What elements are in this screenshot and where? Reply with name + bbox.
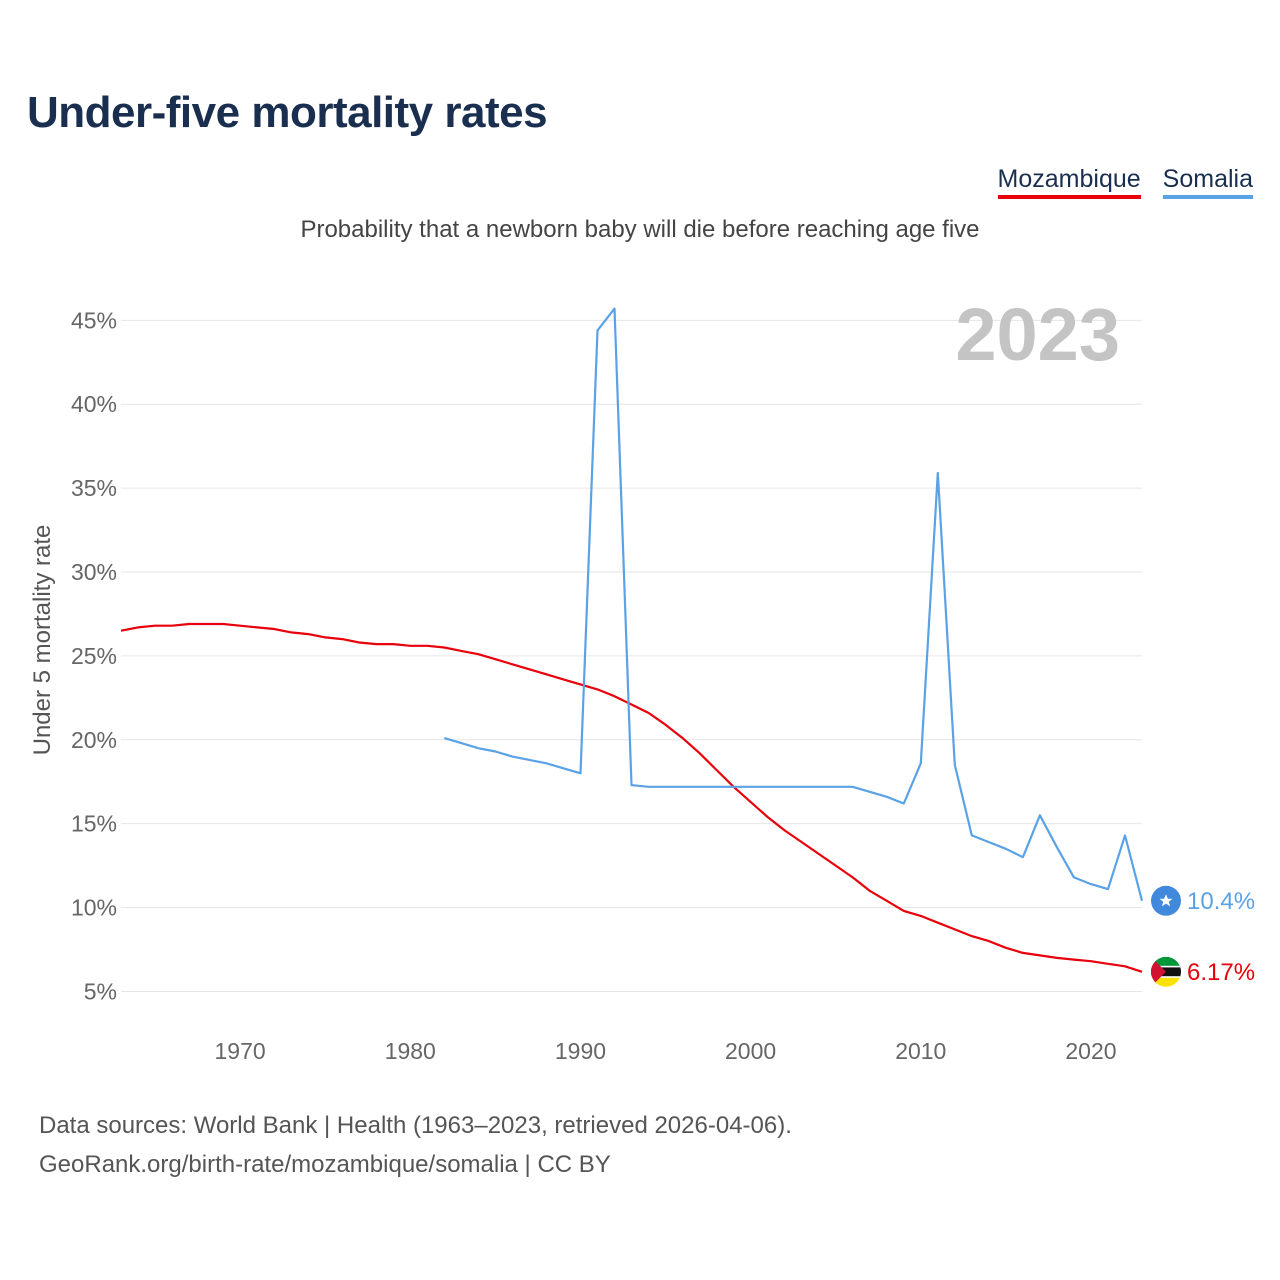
legend-item-mozambique[interactable]: Mozambique	[997, 165, 1141, 199]
x-tick-label: 2000	[725, 1038, 776, 1064]
series-lines	[120, 307, 1144, 973]
y-tick-label: 35%	[71, 475, 117, 501]
y-tick-label: 25%	[71, 643, 117, 669]
y-tick-label: 40%	[71, 391, 117, 417]
x-tick-label: 1980	[385, 1038, 436, 1064]
end-value-label-somalia: 10.4%	[1187, 888, 1255, 915]
series-end-markers: 6.17% 10.4%	[1151, 885, 1255, 987]
x-tick-label: 2010	[895, 1038, 946, 1064]
source-line: Data sources: World Bank | Health (1963–…	[39, 1112, 792, 1139]
gridlines	[121, 319, 1142, 992]
mozambique-flag-icon	[1151, 956, 1181, 987]
y-tick-label: 15%	[71, 811, 117, 837]
y-tick-label: 20%	[71, 727, 117, 753]
chart-title: Under-five mortality rates	[27, 88, 548, 137]
chart-subtitle: Probability that a newborn baby will die…	[300, 216, 980, 243]
y-tick-label: 10%	[71, 895, 117, 921]
y-axis-ticks: 5% 10% 15% 20% 25% 30% 35% 40% 45%	[71, 307, 117, 1004]
series-line-somalia[interactable]	[443, 307, 1144, 902]
somalia-flag-icon	[1151, 885, 1181, 916]
y-tick-label: 45%	[71, 307, 117, 333]
end-value-label-mozambique: 6.17%	[1187, 959, 1255, 986]
y-axis-label: Under 5 mortality rate	[29, 525, 56, 756]
line-chart: 5% 10% 15% 20% 25% 30% 35% 40% 45% 1970 1980 1990 2…	[29, 293, 1255, 1064]
legend-item-somalia[interactable]: Somalia	[1162, 165, 1253, 199]
year-watermark: 2023	[955, 293, 1120, 376]
y-tick-label: 5%	[84, 978, 117, 1004]
x-tick-label: 1970	[215, 1038, 266, 1064]
legend: Mozambique Somalia	[997, 165, 1253, 199]
source-url[interactable]: GeoRank.org/birth-rate/mozambique/somali…	[39, 1151, 611, 1178]
y-tick-label: 30%	[71, 559, 117, 585]
x-tick-label: 1990	[555, 1038, 606, 1064]
source-note: Data sources: World Bank | Health (1963–…	[39, 1106, 792, 1184]
x-tick-label: 2020	[1065, 1038, 1116, 1064]
series-line-mozambique[interactable]	[120, 622, 1143, 973]
x-axis-ticks: 1970 1980 1990 2000 2010 2020	[215, 1038, 1117, 1064]
